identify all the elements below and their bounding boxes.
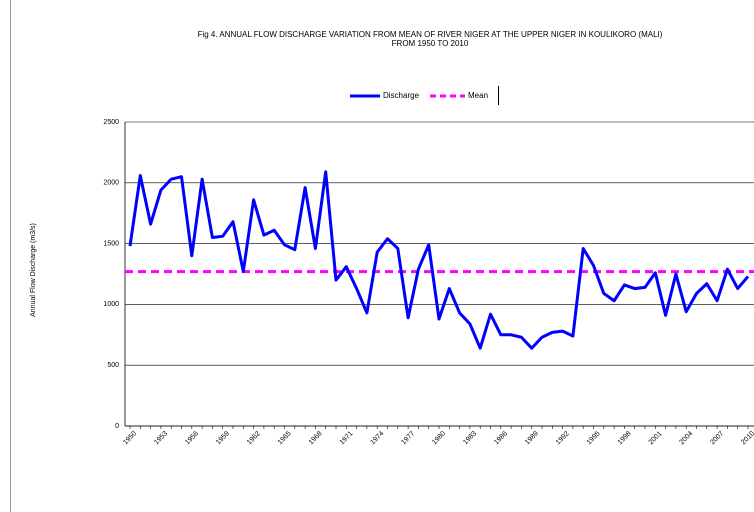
y-axis-title: Annual Flow Discharge (m3/s) xyxy=(30,223,37,317)
y-tick-label: 1000 xyxy=(103,301,119,308)
y-tick-label: 2500 xyxy=(103,119,119,126)
x-tick-label: 1983 xyxy=(462,430,478,446)
legend-label: Discharge xyxy=(383,91,420,100)
x-tick-label: 1956 xyxy=(184,430,200,446)
x-tick-label: 1974 xyxy=(369,430,385,446)
discharge-line xyxy=(128,170,750,350)
x-tick-label: 1959 xyxy=(215,430,231,446)
x-tick-label: 1965 xyxy=(277,430,293,446)
y-tick-label: 1500 xyxy=(103,240,119,247)
y-tick-label: 0 xyxy=(115,423,119,430)
x-tick-label: 1989 xyxy=(524,430,540,446)
x-tick-label: 2001 xyxy=(648,430,664,446)
x-tick-label: 1971 xyxy=(339,430,355,446)
x-tick-label: 1980 xyxy=(431,430,447,446)
chart-title: Fig 4. ANNUAL FLOW DISCHARGE VARIATION F… xyxy=(198,30,663,39)
x-tick-label: 1950 xyxy=(122,430,138,446)
x-tick-label: 1968 xyxy=(308,430,324,446)
x-tick-label: 1995 xyxy=(586,430,602,446)
y-tick-label: 2000 xyxy=(103,180,119,187)
legend-label: Mean xyxy=(468,91,488,100)
x-tick-label: 1977 xyxy=(400,430,416,446)
x-tick-label: 1962 xyxy=(246,430,262,446)
x-tick-label: 2007 xyxy=(709,430,725,446)
x-tick-label: 1992 xyxy=(555,430,571,446)
x-tick-label: 2010 xyxy=(740,430,754,446)
x-tick-label: 1986 xyxy=(493,430,509,446)
x-tick-label: 1953 xyxy=(153,430,169,446)
chart-title: FROM 1950 TO 2010 xyxy=(392,39,469,48)
x-tick-label: 2004 xyxy=(678,430,694,446)
y-tick-label: 500 xyxy=(107,362,119,369)
x-tick-label: 1998 xyxy=(617,430,633,446)
